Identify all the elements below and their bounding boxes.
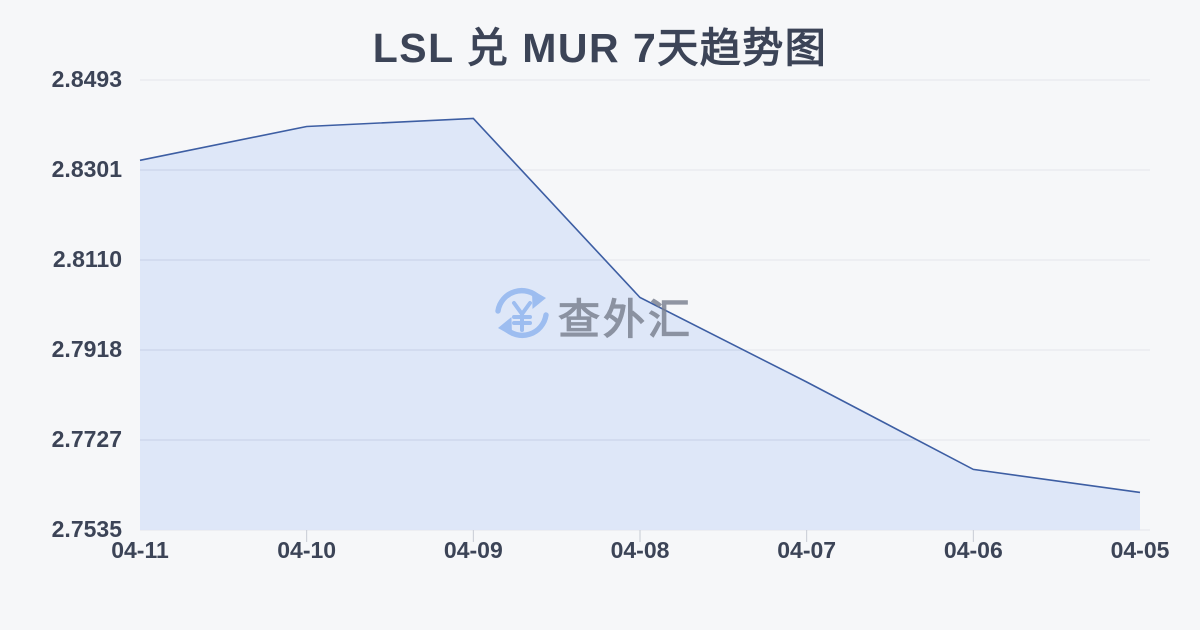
svg-text:2.8301: 2.8301	[52, 156, 123, 182]
svg-text:04-11: 04-11	[111, 537, 169, 563]
svg-text:04-05: 04-05	[1111, 537, 1170, 563]
svg-text:2.7727: 2.7727	[52, 426, 122, 452]
svg-text:04-10: 04-10	[277, 537, 336, 563]
svg-text:04-08: 04-08	[611, 537, 670, 563]
svg-text:04-07: 04-07	[777, 537, 836, 563]
svg-text:2.7918: 2.7918	[52, 336, 123, 362]
svg-text:04-06: 04-06	[944, 537, 1003, 563]
svg-text:04-09: 04-09	[444, 537, 503, 563]
svg-text:2.8110: 2.8110	[53, 246, 122, 272]
